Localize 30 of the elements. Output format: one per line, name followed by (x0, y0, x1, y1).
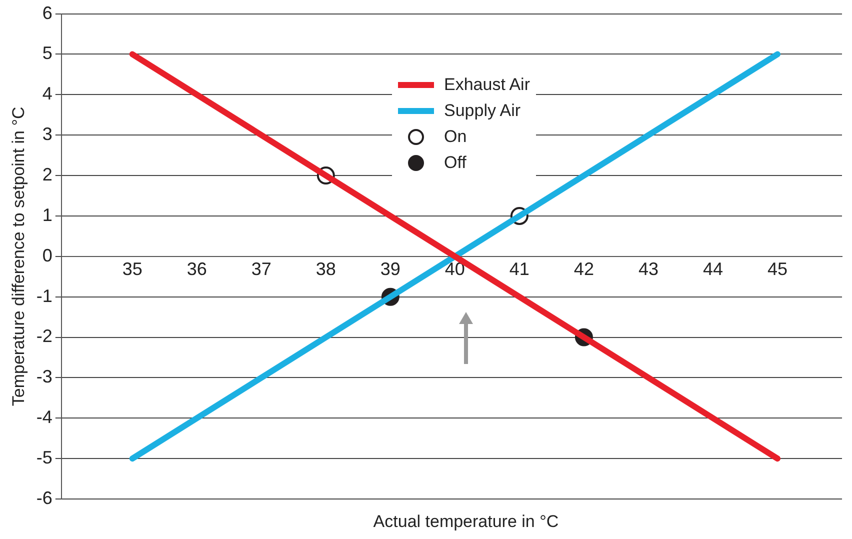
x-tick-label: 45 (767, 259, 788, 280)
legend-label: On (444, 126, 467, 148)
x-tick-label: 44 (702, 259, 723, 280)
legend-label: Off (444, 152, 466, 174)
y-tick-label: -6 (36, 488, 52, 508)
y-tick-label: -2 (36, 326, 52, 346)
y-tick-label: -1 (36, 286, 52, 306)
y-tick-label: 4 (42, 84, 52, 104)
x-axis-title: Actual temperature in °C (372, 512, 560, 532)
y-tick-label: -4 (36, 407, 52, 428)
y-tick-label: -3 (36, 366, 52, 387)
legend-label: Exhaust Air (444, 74, 530, 96)
y-tick-label: 3 (42, 124, 52, 144)
x-tick-label: 43 (638, 259, 658, 280)
x-tick-label: 39 (380, 259, 400, 280)
x-tick-label: 42 (574, 259, 594, 280)
y-tick-label: 5 (42, 43, 52, 64)
y-tick-label: 0 (42, 245, 52, 266)
x-tick-label: 38 (316, 259, 336, 280)
y-tick-label: 1 (42, 204, 52, 225)
x-tick-label: 37 (251, 259, 272, 280)
x-tick-label: 36 (186, 259, 207, 280)
x-tick-label: 35 (122, 259, 142, 280)
y-tick-label: 6 (42, 2, 52, 23)
y-tick-label: 2 (42, 164, 52, 184)
y-tick-label: -5 (36, 448, 52, 468)
legend-label: Supply Air (444, 100, 521, 122)
x-tick-label: 40 (444, 259, 465, 280)
x-tick-label: 41 (509, 259, 530, 280)
y-axis-title: Temperature difference to setpoint in °C (8, 106, 28, 406)
